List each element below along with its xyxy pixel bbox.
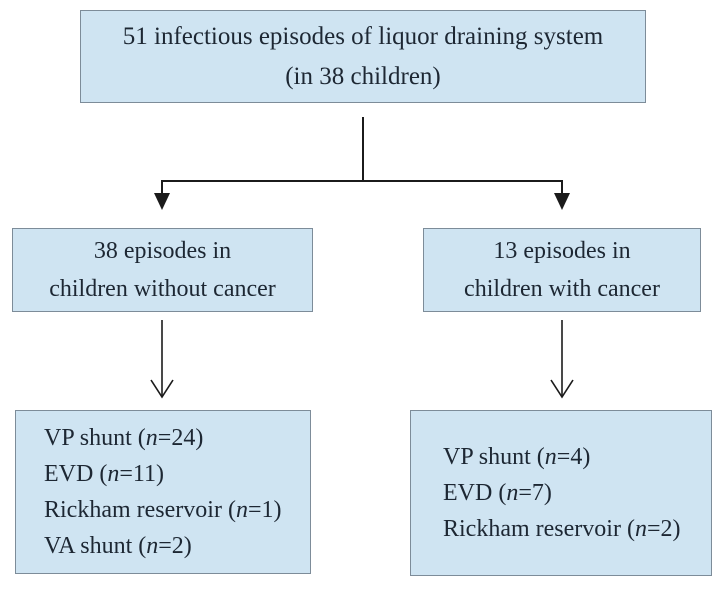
device-item: Rickham reservoir (n=1) <box>44 497 282 523</box>
device-item: VP shunt (n=24) <box>44 425 204 451</box>
connector-left-stub <box>161 180 163 194</box>
node-total-episodes: 51 infectious episodes of liquor drainin… <box>80 10 646 103</box>
node-text-line: 51 infectious episodes of liquor drainin… <box>122 22 604 50</box>
node-without-cancer: 38 episodes in children without cancer <box>12 228 313 312</box>
node-devices-with-cancer: VP shunt (n=4) EVD (n=7) Rickham reservo… <box>410 410 712 576</box>
node-devices-without-cancer: VP shunt (n=24) EVD (n=11) Rickham reser… <box>15 410 311 574</box>
device-item: VP shunt (n=4) <box>443 444 591 470</box>
device-item: EVD (n=7) <box>443 480 552 506</box>
node-with-cancer: 13 episodes in children with cancer <box>423 228 701 312</box>
node-text-line: 38 episodes in <box>93 238 232 264</box>
connector-split-horizontal <box>161 180 563 182</box>
connector-root-vertical <box>362 117 364 181</box>
device-item: VA shunt (n=2) <box>44 533 192 559</box>
arrow-right-down-icon <box>550 320 574 399</box>
node-text-line: (in 38 children) <box>285 62 441 90</box>
node-text-line: 13 episodes in <box>493 238 631 264</box>
connector-right-stub <box>561 180 563 194</box>
device-item: EVD (n=11) <box>44 461 164 487</box>
arrowhead-left-icon <box>154 193 170 210</box>
node-text-line: children with cancer <box>464 276 660 302</box>
node-text-line: children without cancer <box>49 276 276 302</box>
arrow-left-down-icon <box>150 320 174 399</box>
arrowhead-right-icon <box>554 193 570 210</box>
device-item: Rickham reservoir (n=2) <box>443 516 681 542</box>
